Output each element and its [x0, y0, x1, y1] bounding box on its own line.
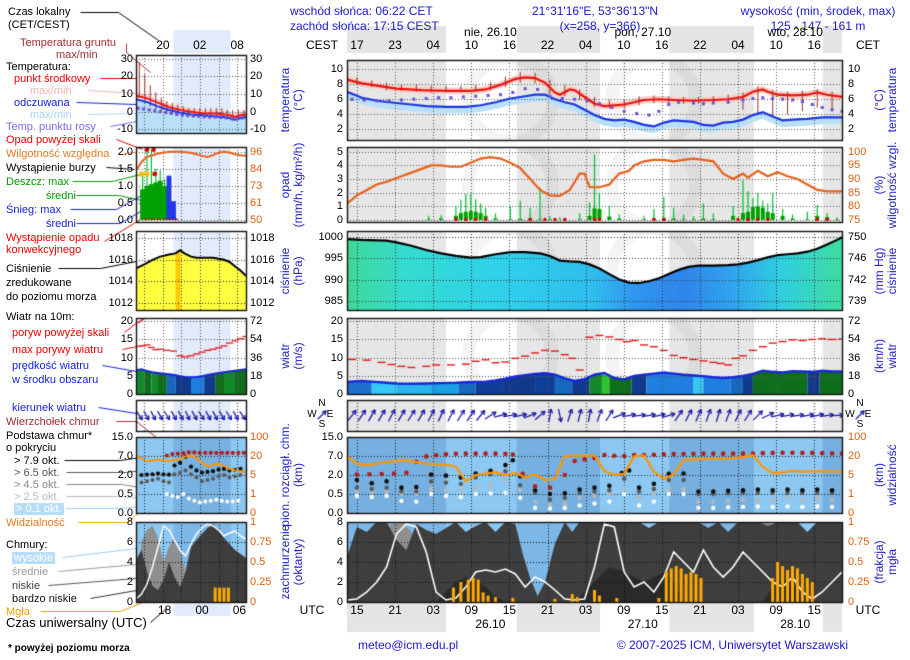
meteogram-canvas	[0, 0, 910, 660]
meteogram-page: { "header": { "sunrise": "wschód słońca:…	[0, 0, 910, 660]
